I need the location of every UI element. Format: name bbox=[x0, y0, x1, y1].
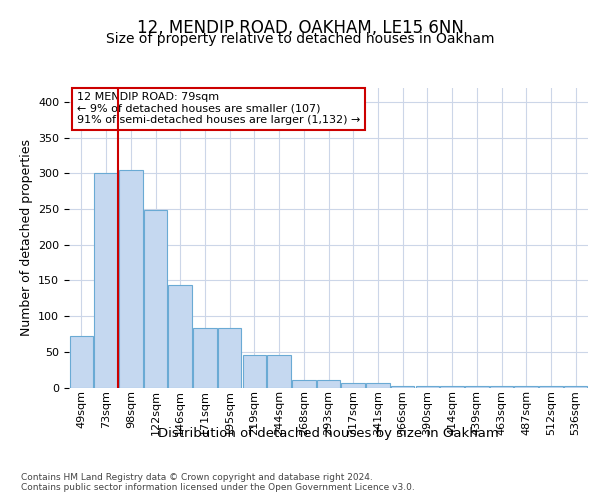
Text: 12 MENDIP ROAD: 79sqm
← 9% of detached houses are smaller (107)
91% of semi-deta: 12 MENDIP ROAD: 79sqm ← 9% of detached h… bbox=[77, 92, 360, 125]
Y-axis label: Number of detached properties: Number of detached properties bbox=[20, 139, 32, 336]
Bar bbox=[193, 328, 217, 388]
Bar bbox=[341, 383, 365, 388]
Text: 12, MENDIP ROAD, OAKHAM, LE15 6NN: 12, MENDIP ROAD, OAKHAM, LE15 6NN bbox=[137, 19, 463, 37]
Bar bbox=[94, 173, 118, 388]
Bar bbox=[292, 380, 316, 388]
Text: Distribution of detached houses by size in Oakham: Distribution of detached houses by size … bbox=[158, 428, 499, 440]
Text: Contains HM Land Registry data © Crown copyright and database right 2024.: Contains HM Land Registry data © Crown c… bbox=[21, 472, 373, 482]
Bar bbox=[564, 386, 587, 388]
Bar bbox=[440, 386, 464, 388]
Bar bbox=[242, 356, 266, 388]
Text: Contains public sector information licensed under the Open Government Licence v3: Contains public sector information licen… bbox=[21, 482, 415, 492]
Bar bbox=[268, 356, 291, 388]
Bar bbox=[416, 386, 439, 388]
Text: Size of property relative to detached houses in Oakham: Size of property relative to detached ho… bbox=[106, 32, 494, 46]
Bar bbox=[119, 170, 143, 388]
Bar bbox=[317, 380, 340, 388]
Bar bbox=[169, 286, 192, 388]
Bar bbox=[366, 383, 389, 388]
Bar bbox=[539, 386, 563, 388]
Bar bbox=[144, 210, 167, 388]
Bar bbox=[391, 386, 415, 388]
Bar bbox=[218, 328, 241, 388]
Bar bbox=[514, 386, 538, 388]
Bar bbox=[465, 386, 488, 388]
Bar bbox=[70, 336, 93, 388]
Bar bbox=[490, 386, 513, 388]
